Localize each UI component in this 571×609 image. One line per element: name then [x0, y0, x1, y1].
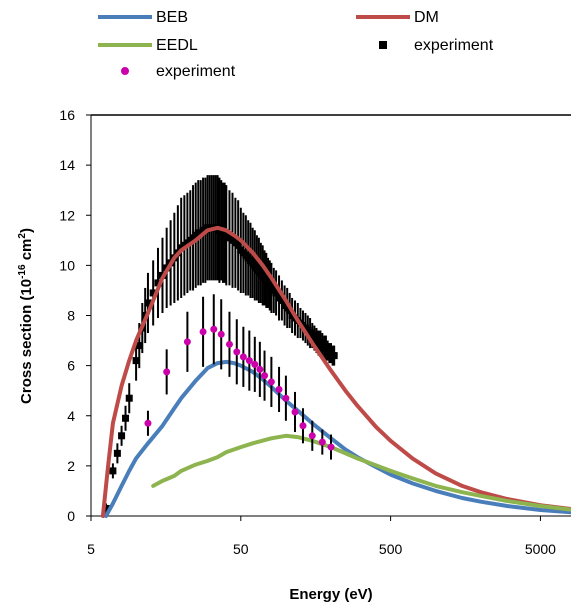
point-experiment-circle [163, 368, 171, 376]
point-experiment-circle [233, 348, 241, 356]
point-experiment-circle [199, 328, 207, 336]
point-experiment-circle [256, 365, 264, 373]
point-experiment-circle [308, 432, 316, 440]
y-tick-label-0: 0 [67, 508, 75, 524]
legend-item-dm: DM [356, 9, 439, 26]
point-experiment-circle [144, 419, 152, 427]
legend-label-experiment-circle: experiment [156, 63, 236, 80]
point-experiment-square [135, 342, 143, 350]
legend-swatch-experiment-square [379, 41, 387, 49]
point-experiment-square [102, 504, 110, 512]
x-tick-label-5: 5 [87, 541, 95, 557]
y-tick-label-8: 8 [67, 308, 75, 324]
x-axis-ticks: 5 50 500 5000 [87, 516, 556, 557]
y-axis-title: Cross section (10-16 cm2) [17, 228, 35, 404]
line-eedl [151, 433, 571, 512]
point-experiment-circle [327, 443, 335, 451]
series-experiment-square [102, 175, 338, 514]
point-experiment-circle [245, 357, 253, 365]
y-axis-title-end: ) [18, 228, 35, 233]
point-experiment-circle [210, 325, 218, 333]
y-axis-title-sup2: 2 [17, 233, 28, 239]
y-axis-title-mid: cm [18, 239, 35, 265]
point-experiment-circle [291, 408, 299, 416]
point-experiment-circle [261, 372, 269, 380]
legend-label-experiment-square: experiment [414, 37, 494, 54]
point-experiment-square [113, 449, 121, 457]
plot-area [100, 175, 571, 518]
point-experiment-circle [267, 378, 275, 386]
legend-item-beb: BEB [98, 9, 188, 26]
point-experiment-circle [275, 385, 283, 393]
legend-swatch-experiment-circle [121, 67, 129, 75]
y-axis-title-sup1: -16 [17, 264, 28, 279]
line-dm [100, 225, 571, 518]
y-tick-label-6: 6 [67, 358, 75, 374]
point-experiment-square [144, 299, 152, 307]
y-tick-label-4: 4 [67, 408, 75, 424]
y-tick-label-12: 12 [59, 207, 75, 223]
point-experiment-circle [282, 394, 290, 402]
series-dm [100, 225, 571, 518]
point-experiment-square [149, 289, 157, 297]
x-axis-title: Energy (eV) [289, 586, 372, 603]
legend-label-eedl: EEDL [156, 37, 198, 54]
point-experiment-circle [239, 353, 247, 361]
point-experiment-circle [251, 360, 259, 368]
point-experiment-square [125, 394, 133, 402]
x-tick-label-500: 500 [379, 541, 403, 557]
x-tick-label-50: 50 [233, 541, 249, 557]
y-axis-title-main: Cross section (10 [18, 279, 35, 404]
point-experiment-square [234, 241, 242, 249]
y-tick-label-16: 16 [59, 107, 75, 123]
point-experiment-square [278, 296, 286, 304]
point-experiment-circle [225, 340, 233, 348]
point-experiment-square [330, 352, 338, 360]
series-beb [104, 359, 571, 518]
legend-item-eedl: EEDL [98, 37, 198, 54]
point-experiment-square [272, 289, 280, 297]
legend-item-experiment-squares: experiment [379, 37, 494, 54]
point-experiment-square [118, 432, 126, 440]
legend-label-dm: DM [414, 9, 439, 26]
x-tick-label-5000: 5000 [525, 541, 556, 557]
line-beb [104, 359, 571, 518]
legend-label-beb: BEB [156, 9, 188, 26]
y-axis-ticks: 0 2 4 6 8 10 12 14 16 [59, 107, 91, 524]
point-experiment-circle [183, 338, 191, 346]
point-experiment-square [132, 357, 140, 365]
legend-item-experiment-circles: experiment [121, 63, 236, 80]
point-experiment-circle [318, 438, 326, 446]
y-tick-label-2: 2 [67, 458, 75, 474]
point-experiment-square [122, 414, 130, 422]
point-experiment-square [154, 279, 162, 287]
series-experiment-circle [144, 294, 335, 460]
legend: BEB DM EEDL experiment experiment [98, 9, 494, 80]
series-eedl [151, 433, 571, 512]
point-experiment-circle [299, 422, 307, 430]
y-tick-label-10: 10 [59, 257, 75, 273]
y-tick-label-14: 14 [59, 157, 75, 173]
point-experiment-circle [217, 330, 225, 338]
point-experiment-square [109, 467, 117, 475]
